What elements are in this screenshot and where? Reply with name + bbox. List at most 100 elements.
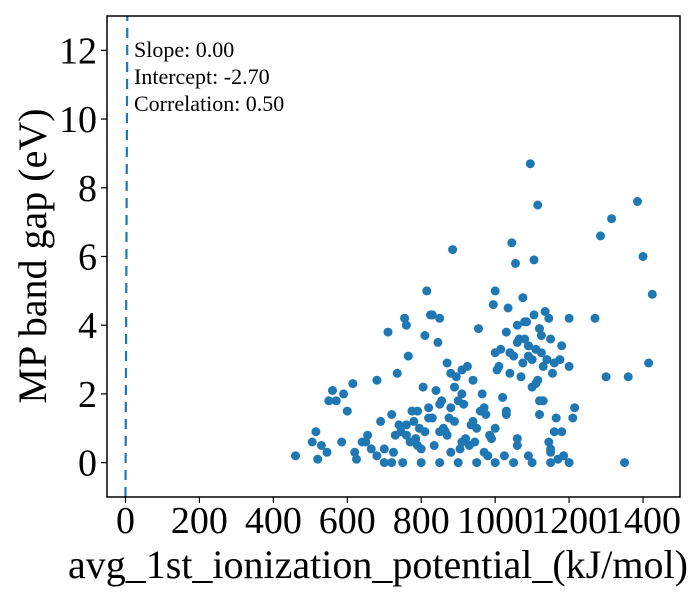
data-point [394,420,404,430]
data-point [450,416,459,426]
data-point [401,320,411,330]
data-point [366,444,376,454]
data-point [523,451,533,461]
data-point [477,389,487,399]
data-point [533,200,543,210]
data-point [507,238,517,248]
data-point [433,337,443,347]
data-point [324,396,334,406]
data-point [501,406,511,416]
data-point [401,420,411,430]
data-point [350,447,360,457]
data-point [389,447,398,457]
data-point [490,423,500,433]
data-point [564,313,574,323]
data-point [363,430,373,440]
data-point [361,437,371,447]
data-point [553,454,563,464]
data-point [540,307,550,316]
data-point [512,441,522,450]
data-point [570,403,580,413]
data-point [520,317,530,327]
data-point [596,231,605,241]
data-point [488,300,498,310]
data-point [498,392,508,402]
y-tick-label: 8 [78,168,97,210]
data-point [512,320,522,330]
data-point [535,410,544,419]
data-point [512,337,522,347]
data-point [501,327,511,337]
data-point [546,458,556,468]
data-point [339,389,349,399]
data-point [620,458,629,468]
data-point [457,437,467,447]
data-point [546,444,556,454]
data-point [647,289,657,299]
data-point [474,324,483,334]
data-point [468,375,478,385]
data-point [551,413,561,423]
data-point [424,403,434,413]
data-point [372,451,382,461]
data-point [479,447,489,457]
data-point [512,434,522,444]
data-point [472,458,482,468]
data-point [601,372,611,382]
data-point [446,368,456,378]
data-point [457,365,467,375]
data-point [536,331,546,340]
data-point [409,416,419,426]
data-point [403,351,413,361]
data-point [383,327,393,337]
data-point [518,293,528,303]
data-point [564,361,574,371]
data-point [427,310,437,320]
data-point [472,423,482,433]
data-point [525,159,535,169]
data-point [446,447,456,457]
data-point [531,344,541,354]
data-point [546,334,556,344]
data-point [442,358,452,368]
data-point [533,375,543,385]
y-tick-label: 0 [78,443,97,485]
data-point [505,348,515,358]
data-point [607,214,617,224]
x-tick-label: 1400 [605,500,681,542]
data-point [535,396,544,406]
x-tick-label: 1200 [531,500,607,542]
data-point [549,427,559,437]
data-point [523,351,533,361]
data-point [453,396,463,406]
annotation-intercept: Intercept: -2.70 [134,64,270,89]
data-point [328,386,337,395]
data-point [487,434,496,444]
data-point [291,451,300,461]
data-point [420,331,430,340]
data-point [516,372,526,382]
data-point [429,441,439,450]
data-point [390,430,400,440]
data-point [435,313,445,323]
data-point [446,403,456,413]
data-point [322,447,332,457]
x-tick-label: 800 [393,500,450,542]
data-point [638,252,648,261]
regression-line [124,15,129,498]
data-point [494,361,504,371]
data-point [313,454,323,464]
data-point [400,313,410,323]
data-point [352,454,361,464]
annotation-box: Slope: 0.00 Intercept: -2.70 Correlation… [134,37,284,116]
data-point [464,441,474,450]
data-point [418,382,428,392]
data-point [416,458,426,468]
data-point [435,458,445,468]
data-point [398,458,408,468]
data-point [538,361,548,371]
data-point [457,389,467,399]
data-point [448,245,458,255]
y-tick-label: 12 [59,30,97,72]
